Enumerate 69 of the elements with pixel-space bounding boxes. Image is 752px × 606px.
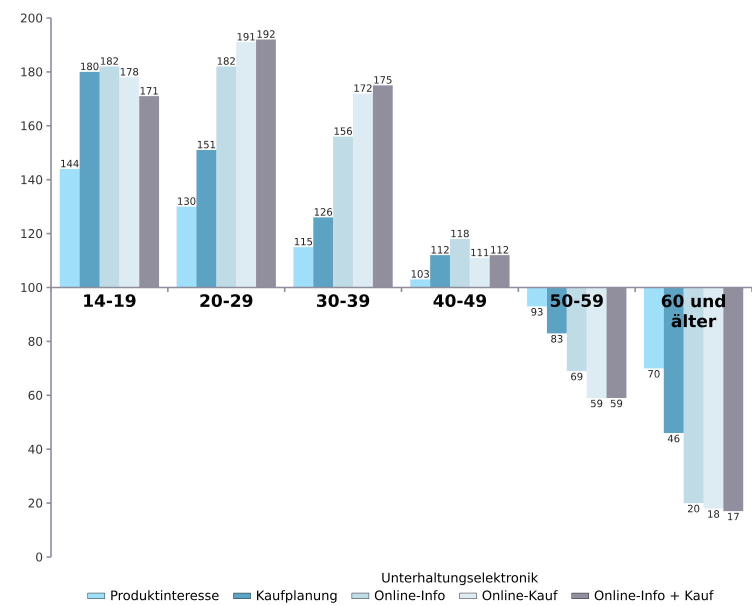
bar [470, 258, 490, 288]
data-label: 175 [374, 76, 392, 84]
bar [527, 288, 547, 306]
data-label: 103 [412, 270, 429, 278]
data-label: 18 [708, 510, 720, 518]
bar [60, 168, 80, 288]
legend-label: Kaufplanung [257, 590, 336, 603]
data-label: 112 [491, 246, 508, 254]
bar [119, 77, 140, 288]
data-label: 172 [354, 84, 372, 92]
y-tick-label: 180 [21, 67, 42, 76]
bar [430, 255, 450, 288]
data-label: 17 [728, 512, 739, 520]
data-label: 112 [432, 246, 449, 254]
data-label: 144 [61, 160, 79, 168]
x-tick-label: 40-49 [434, 294, 486, 308]
data-label: 115 [294, 238, 312, 246]
y-tick-label: 120 [21, 229, 42, 238]
data-label: 171 [140, 87, 158, 94]
y-tick-label: 80 [28, 336, 42, 346]
bar [216, 66, 236, 288]
data-label: 178 [120, 68, 138, 76]
data-label: 130 [178, 197, 196, 205]
x-tick-label: 14-19 [84, 294, 136, 308]
data-label: 69 [571, 372, 582, 380]
bar [313, 217, 334, 288]
data-label: 182 [100, 57, 118, 65]
data-label: 180 [81, 62, 98, 70]
data-label: 126 [314, 208, 332, 216]
bar [176, 206, 196, 288]
data-label: 156 [334, 127, 352, 135]
y-tick-label: 60 [28, 390, 42, 400]
bar [196, 150, 216, 288]
bar [99, 66, 120, 288]
data-label: 20 [688, 504, 700, 512]
x-tick-label: 50-59 [550, 294, 603, 308]
data-label: 191 [238, 32, 255, 41]
bar [450, 238, 470, 288]
y-tick-label: 20 [28, 498, 42, 508]
data-label: 83 [551, 335, 562, 343]
x-tick-label: 30-39 [317, 294, 370, 308]
y-tick-label: 100 [21, 282, 42, 292]
data-label: 151 [198, 140, 216, 148]
x-tick-label: 20-29 [200, 294, 252, 308]
x-axis-title: Unterhaltungselektronik [382, 572, 538, 586]
legend-label: Produktinteresse [111, 590, 219, 600]
x-tick-label: 60 und älter [662, 294, 726, 328]
data-label: 59 [591, 400, 602, 408]
bar [293, 247, 314, 288]
bar [333, 136, 354, 288]
data-label: 118 [451, 230, 469, 238]
legend-label: Online-Info + Kauf [594, 590, 714, 600]
y-tick-label: 140 [21, 175, 42, 184]
data-label: 192 [258, 30, 275, 38]
legend-label: Online-Kauf [482, 590, 558, 600]
y-tick-label: 160 [21, 121, 42, 130]
bar [236, 42, 256, 288]
data-label: 93 [531, 308, 543, 316]
data-label: 70 [648, 370, 660, 378]
y-tick-label: 200 [20, 13, 42, 23]
bar [80, 72, 100, 288]
data-label: 182 [218, 57, 235, 65]
y-tick-label: 0 [36, 552, 42, 562]
data-label: 111 [471, 248, 488, 256]
data-label: 59 [610, 400, 622, 408]
bar [353, 93, 373, 288]
legend-label: Online-Info [374, 590, 445, 600]
data-label: 46 [668, 434, 680, 442]
y-tick-label: 40 [28, 444, 42, 454]
